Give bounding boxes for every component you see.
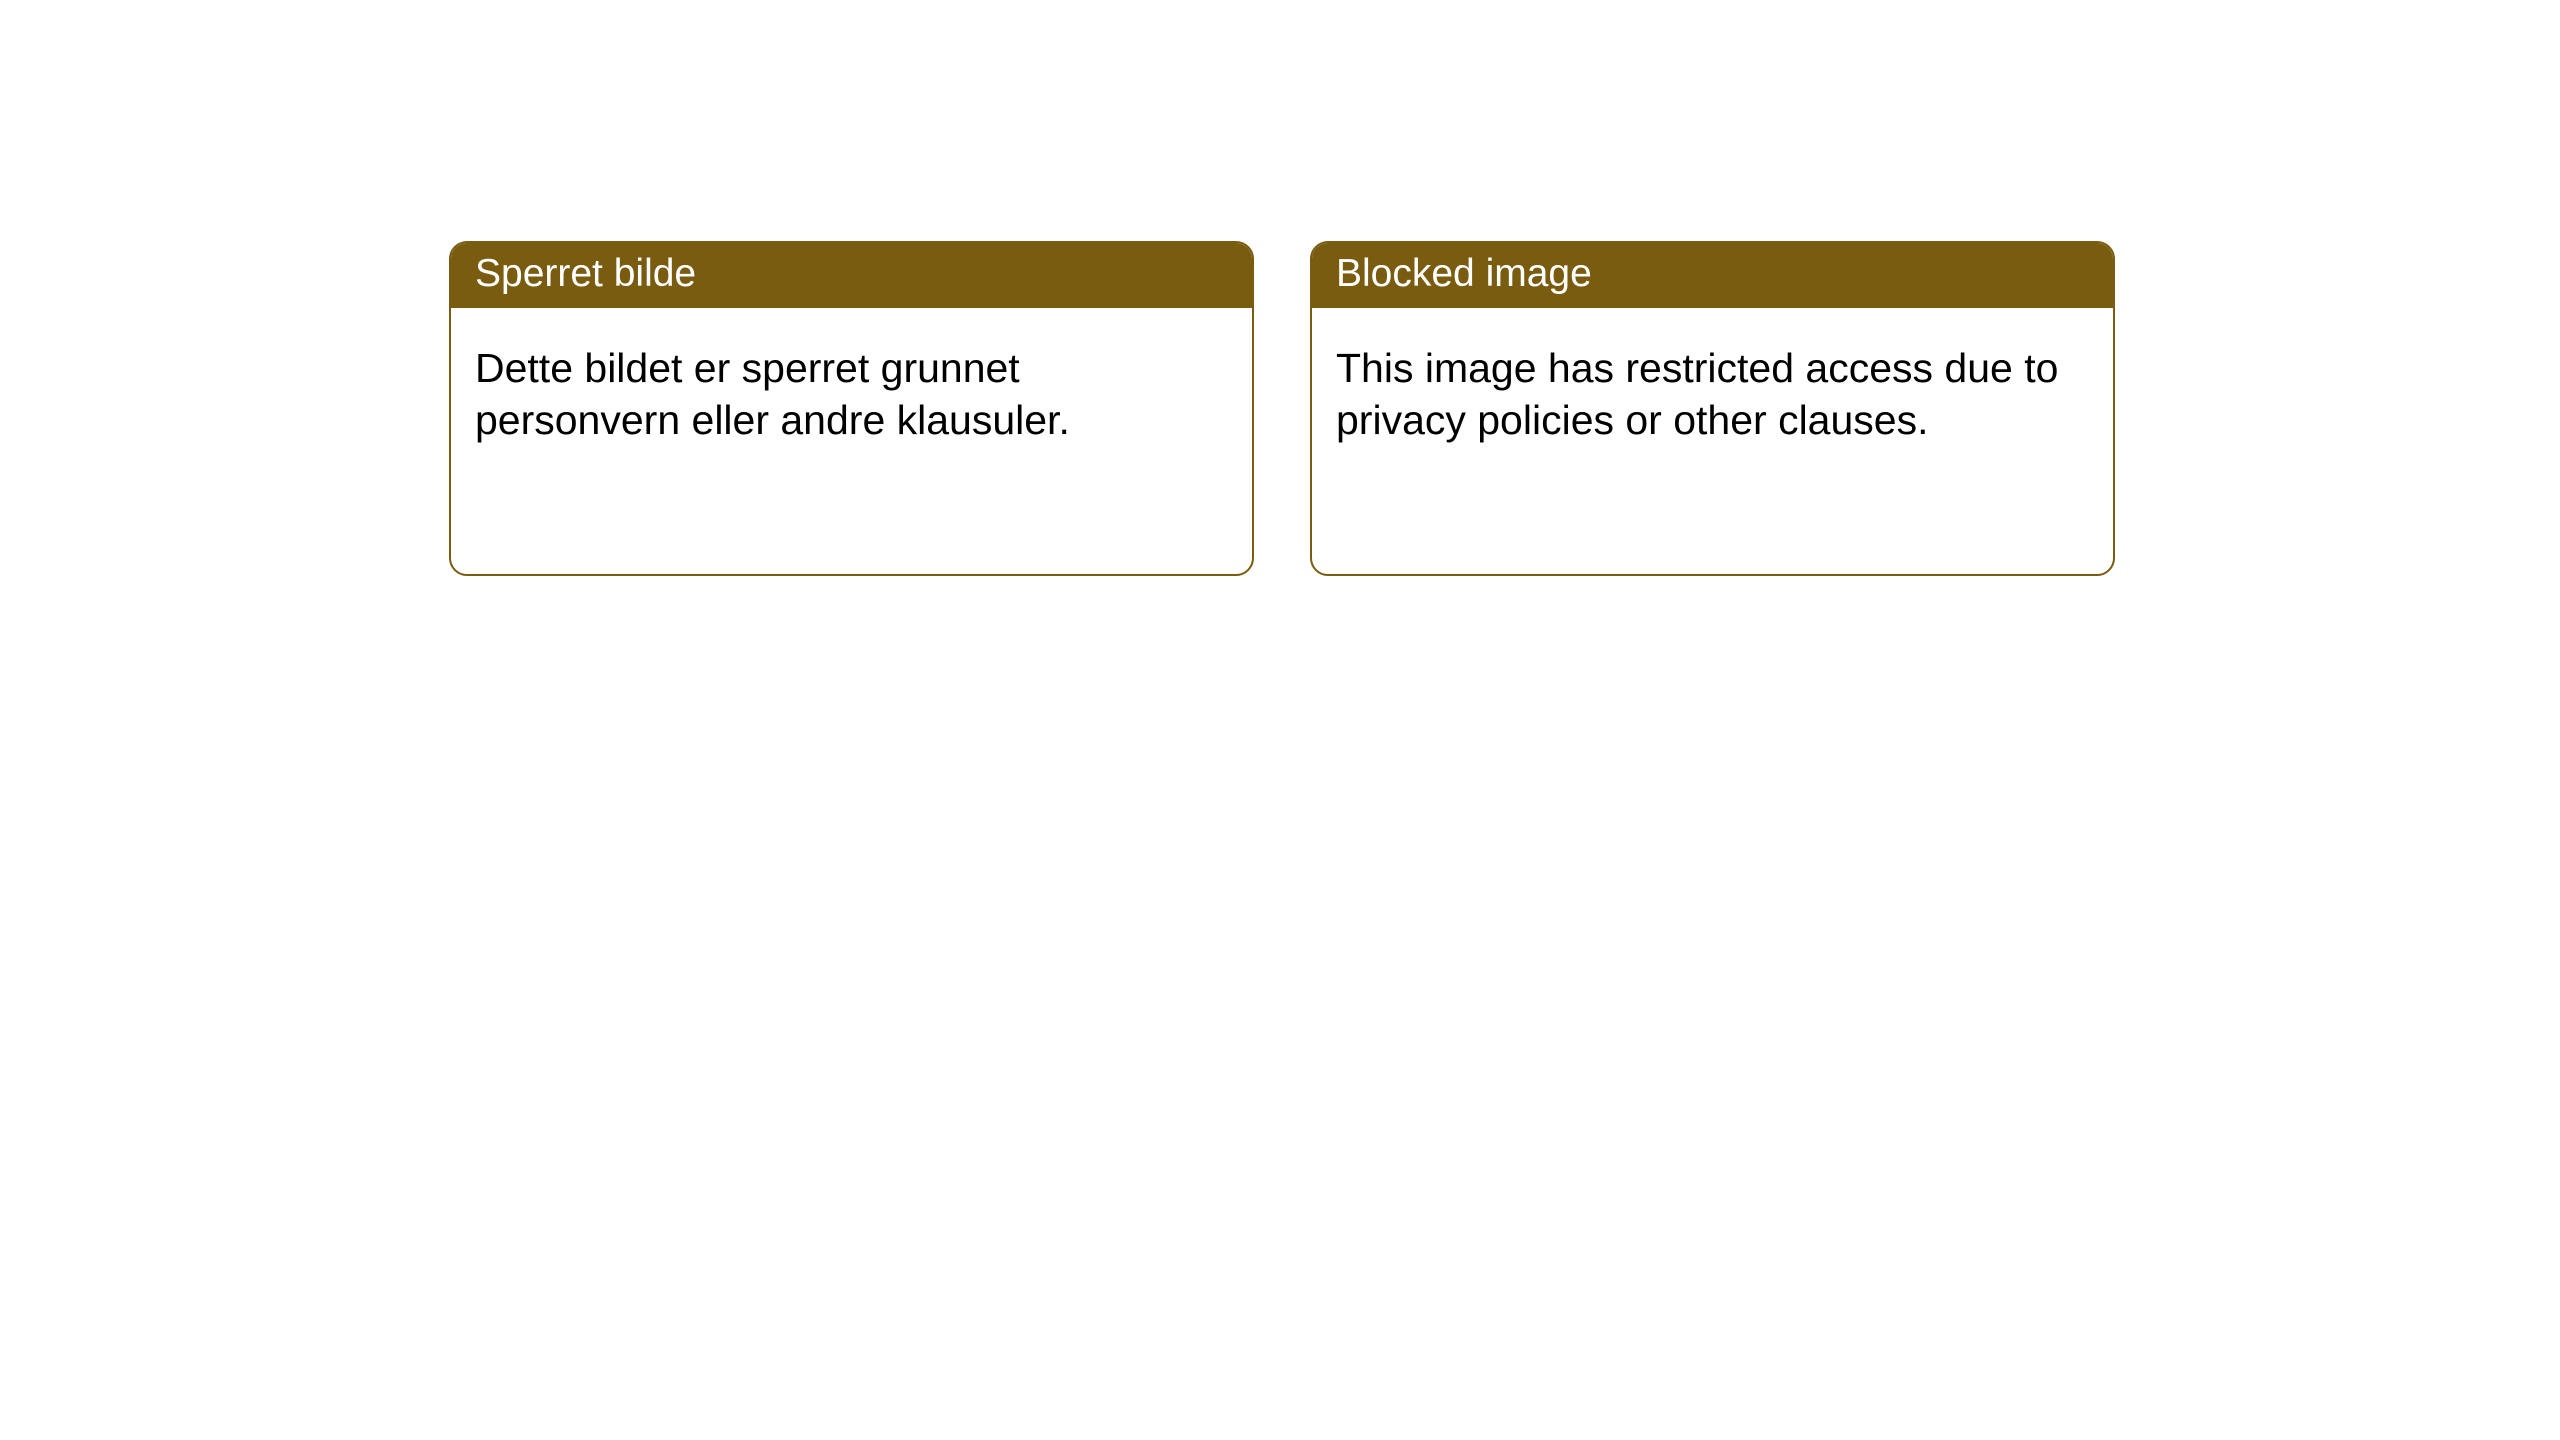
- notice-box-no: Sperret bilde Dette bildet er sperret gr…: [449, 241, 1254, 576]
- notice-message-no: Dette bildet er sperret grunnet personve…: [475, 345, 1070, 443]
- notices-container: Sperret bilde Dette bildet er sperret gr…: [0, 0, 2560, 576]
- notice-header-no: Sperret bilde: [451, 243, 1252, 308]
- notice-title-no: Sperret bilde: [475, 252, 696, 295]
- notice-header-en: Blocked image: [1312, 243, 2113, 308]
- notice-body-en: This image has restricted access due to …: [1312, 308, 2113, 471]
- notice-body-no: Dette bildet er sperret grunnet personve…: [451, 308, 1252, 471]
- notice-box-en: Blocked image This image has restricted …: [1310, 241, 2115, 576]
- notice-message-en: This image has restricted access due to …: [1336, 345, 2058, 443]
- notice-title-en: Blocked image: [1336, 252, 1592, 295]
